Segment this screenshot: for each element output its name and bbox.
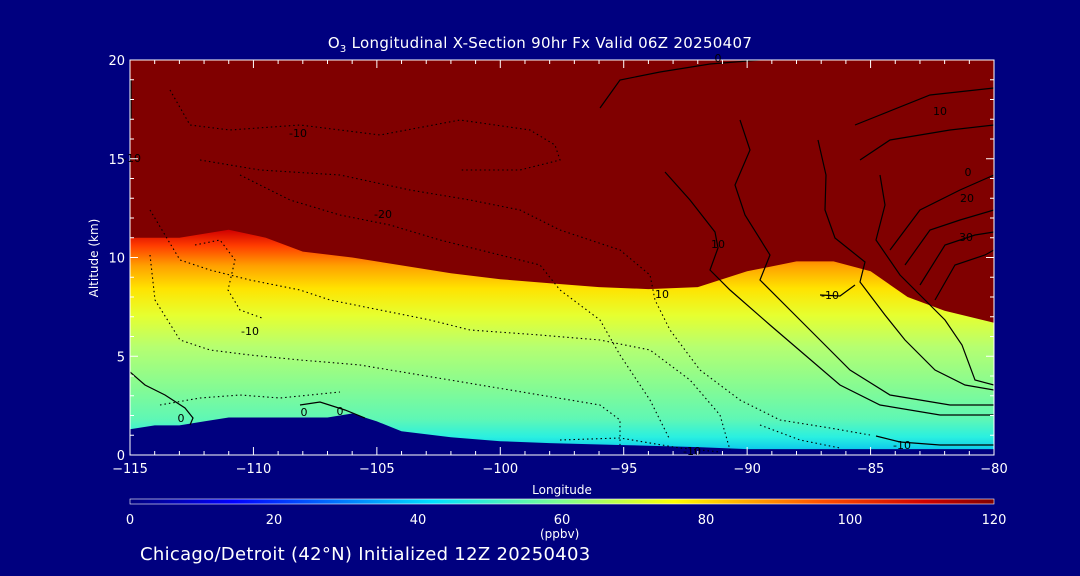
colorbar-tick-label: 0: [126, 513, 134, 528]
contour-label: 10: [655, 288, 669, 301]
colorbar-tick-label: 120: [982, 513, 1007, 528]
y-axis: 0 5 10 15 20: [108, 54, 994, 464]
colorbar-ticks: 0 20 40 60 80 100 120: [126, 513, 1007, 528]
x-tick-label: −95: [610, 462, 637, 477]
contour-label: 20: [960, 192, 974, 205]
x-tick-label: −105: [359, 462, 395, 477]
y-tick-label: 20: [108, 54, 125, 69]
contour-label: -10: [821, 289, 839, 302]
x-tick-label: −90: [733, 462, 760, 477]
x-tick-label: −110: [236, 462, 272, 477]
contour-label: -10: [683, 445, 701, 458]
x-axis-label: Longitude: [532, 483, 592, 497]
terrain-fill: [130, 413, 994, 455]
y-tick-label: 10: [108, 252, 125, 267]
colorbar-tick-label: 20: [266, 513, 283, 528]
contour-label: 0: [178, 412, 185, 425]
x-tick-label: −85: [857, 462, 884, 477]
y-tick-label: 5: [117, 350, 125, 365]
contour-label: 0: [965, 166, 972, 179]
colorbar-tick-label: 80: [698, 513, 715, 528]
contour-lines: [130, 60, 994, 446]
contour-label: -10: [289, 127, 307, 140]
contour-label: 0: [301, 406, 308, 419]
y-axis-label: Altitude (km): [87, 219, 101, 298]
contour-label: -20: [374, 208, 392, 221]
y-tick-label: 0: [117, 449, 125, 464]
colorbar-units-label: (ppbv): [540, 527, 580, 541]
contour-label: 30: [959, 231, 973, 244]
troposphere-fill: [130, 229, 994, 455]
x-tick-label: −80: [980, 462, 1007, 477]
contour-label: -10: [241, 325, 259, 338]
y-tick-label: 15: [108, 153, 125, 168]
colorbar-tick-label: 100: [838, 513, 863, 528]
contour-label: 0: [337, 405, 344, 418]
x-tick-label: −115: [112, 462, 148, 477]
contour-label: -10: [893, 439, 911, 452]
colorbar-tick-label: 40: [410, 513, 427, 528]
contour-label: 0: [715, 52, 722, 65]
x-axis: −115 −110 −105 −100 −95 −90 −85 −80: [112, 60, 1008, 477]
contour-label: 10: [711, 238, 725, 251]
colorbar-tick-label: 60: [554, 513, 571, 528]
x-tick-label: −100: [482, 462, 518, 477]
chart-title: O3 Longitudinal X-Section 90hr Fx Valid …: [327, 34, 753, 55]
footer-caption: Chicago/Detroit (42°N) Initialized 12Z 2…: [140, 544, 591, 565]
colorbar: [129, 498, 995, 505]
dotted-contour-lines: [149, 89, 871, 453]
contour-label: 10: [933, 105, 947, 118]
